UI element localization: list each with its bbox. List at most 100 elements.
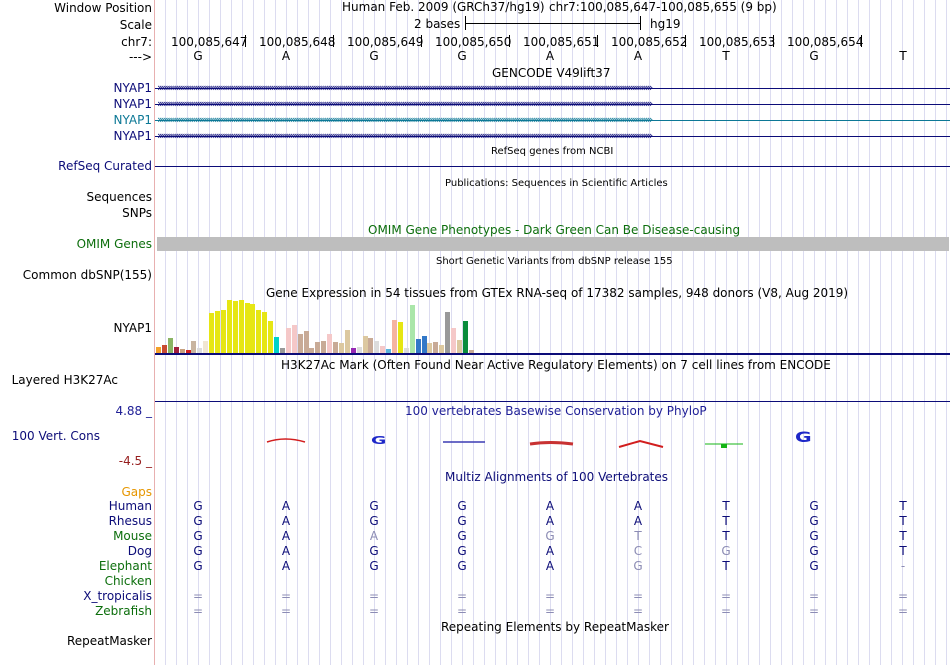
gtex-tissue-bar[interactable] — [338, 343, 344, 353]
h3k27ac-label[interactable]: Layered H3K27Ac — [11, 373, 118, 387]
gtex-tissue-bar[interactable] — [173, 346, 179, 353]
gtex-tissue-bar[interactable] — [209, 313, 215, 353]
multiz-species-label[interactable]: Dog — [127, 544, 152, 558]
assembly-text[interactable]: Human Feb. 2009 (GRCh37/hg19) — [342, 0, 545, 14]
ruler-position-label: 100,085,650 — [435, 35, 512, 49]
cons-mark-g1: G — [371, 434, 386, 447]
multiz-species-label[interactable]: Chicken — [104, 574, 152, 588]
gtex-chart[interactable] — [155, 298, 535, 353]
gtex-tissue-bar[interactable] — [439, 344, 445, 353]
gtex-tissue-bar[interactable] — [344, 329, 350, 353]
gtex-tissue-bar[interactable] — [297, 333, 303, 353]
gtex-tissue-bar[interactable] — [179, 348, 185, 353]
gtex-tissue-bar[interactable] — [421, 336, 427, 353]
gtex-tissue-bar[interactable] — [238, 300, 244, 353]
multiz-base: A — [281, 514, 291, 528]
gtex-tissue-bar[interactable] — [362, 336, 368, 353]
snps-label[interactable]: SNPs — [122, 206, 152, 220]
gtex-tissue-bar[interactable] — [327, 333, 333, 353]
gencode-title[interactable]: GENCODE V49lift37 — [492, 66, 611, 80]
gtex-tissue-bar[interactable] — [462, 321, 468, 353]
gtex-tissue-bar[interactable] — [445, 311, 451, 353]
gtex-tissue-bar[interactable] — [356, 346, 362, 353]
gtex-tissue-bar[interactable] — [274, 337, 279, 353]
gtex-tissue-bar[interactable] — [350, 347, 356, 353]
multiz-species-label[interactable]: Rhesus — [108, 514, 152, 528]
gtex-tissue-bar[interactable] — [321, 341, 327, 353]
gtex-tissue-bar[interactable] — [244, 302, 250, 353]
coordinates-text[interactable]: chr7:100,085,647-100,085,655 (9 bp) — [549, 0, 777, 14]
gtex-tissue-bar[interactable] — [279, 347, 285, 353]
multiz-base: A — [545, 514, 555, 528]
cons-mark-g3: G — [795, 430, 812, 446]
refseq-label[interactable]: RefSeq Curated — [58, 159, 152, 173]
gtex-tissue-bar[interactable] — [403, 347, 409, 353]
gtex-tissue-bar[interactable] — [256, 309, 262, 353]
multiz-species-label[interactable]: Zebrafish — [95, 604, 152, 618]
gencode-transcript-line[interactable] — [155, 104, 950, 105]
gtex-tissue-bar[interactable] — [185, 350, 191, 353]
multiz-base: G — [193, 499, 203, 513]
gencode-gene-label[interactable]: NYAP1 — [113, 113, 152, 127]
gtex-tissue-bar[interactable] — [451, 327, 456, 353]
gtex-tissue-bar[interactable] — [374, 341, 380, 353]
gtex-tissue-bar[interactable] — [427, 343, 433, 353]
gtex-tissue-bar[interactable] — [392, 320, 397, 353]
gtex-tissue-bar[interactable] — [468, 349, 474, 353]
ruler-tick — [685, 35, 686, 47]
gtex-tissue-bar[interactable] — [386, 348, 392, 353]
gtex-tissue-bar[interactable] — [262, 311, 268, 353]
gtex-tissue-bar[interactable] — [368, 338, 374, 353]
gtex-tissue-bar[interactable] — [397, 322, 403, 353]
omim-gene-bar[interactable] — [157, 237, 949, 251]
gtex-tissue-bar[interactable] — [291, 325, 297, 353]
cons-label[interactable]: 100 Vert. Cons — [11, 429, 100, 443]
gtex-tissue-bar[interactable] — [409, 305, 415, 353]
gtex-tissue-bar[interactable] — [250, 304, 256, 353]
multiz-species-label[interactable]: Mouse — [113, 529, 152, 543]
gtex-tissue-bar[interactable] — [333, 342, 338, 353]
multiz-species-label[interactable]: Human — [108, 499, 152, 513]
multiz-base: = — [280, 604, 292, 618]
gencode-transcript-line[interactable] — [155, 120, 950, 121]
gtex-label[interactable]: NYAP1 — [113, 321, 152, 335]
gencode-transcript-line[interactable] — [155, 88, 950, 89]
sequences-label[interactable]: Sequences — [86, 190, 152, 204]
gtex-tissue-bar[interactable] — [315, 342, 321, 353]
gtex-tissue-bar[interactable] — [380, 345, 386, 353]
gtex-tissue-bar[interactable] — [226, 300, 232, 353]
gtex-tissue-bar[interactable] — [156, 346, 161, 353]
gencode-transcript-line[interactable] — [155, 136, 950, 137]
conservation-logo[interactable]: G G — [155, 426, 950, 454]
gtex-tissue-bar[interactable] — [433, 342, 439, 353]
gencode-gene-label[interactable]: NYAP1 — [113, 97, 152, 111]
multiz-base: T — [899, 514, 907, 528]
reference-base: A — [281, 49, 291, 63]
gtex-tissue-bar[interactable] — [456, 340, 462, 353]
gtex-tissue-bar[interactable] — [285, 327, 291, 353]
gaps-label[interactable]: Gaps — [121, 485, 152, 499]
gtex-tissue-bar[interactable] — [215, 310, 220, 353]
omim-label[interactable]: OMIM Genes — [76, 237, 152, 251]
reference-base: A — [633, 49, 643, 63]
gtex-tissue-bar[interactable] — [197, 347, 203, 353]
gtex-tissue-bar[interactable] — [220, 309, 226, 353]
gtex-tissue-bar[interactable] — [309, 347, 315, 353]
gtex-tissue-bar[interactable] — [268, 321, 274, 353]
gtex-tissue-bar[interactable] — [203, 341, 209, 353]
gtex-tissue-bar[interactable] — [415, 339, 421, 353]
multiz-species-label[interactable]: X_tropicalis — [83, 589, 152, 603]
gtex-tissue-bar[interactable] — [191, 341, 197, 353]
repeatmasker-label[interactable]: RepeatMasker — [66, 634, 152, 648]
gencode-gene-label[interactable]: NYAP1 — [113, 81, 152, 95]
dbsnp-label[interactable]: Common dbSNP(155) — [22, 268, 152, 282]
gtex-tissue-bar[interactable] — [303, 330, 309, 353]
gtex-tissue-bar[interactable] — [232, 301, 238, 353]
gtex-tissue-bar[interactable] — [161, 345, 167, 353]
gtex-tissue-bar[interactable] — [167, 338, 173, 353]
ruler-tick — [597, 35, 598, 47]
gencode-gene-label[interactable]: NYAP1 — [113, 129, 152, 143]
ruler-tick — [861, 35, 862, 47]
dbsnp-title: Short Genetic Variants from dbSNP releas… — [436, 256, 673, 267]
multiz-species-label[interactable]: Elephant — [98, 559, 152, 573]
